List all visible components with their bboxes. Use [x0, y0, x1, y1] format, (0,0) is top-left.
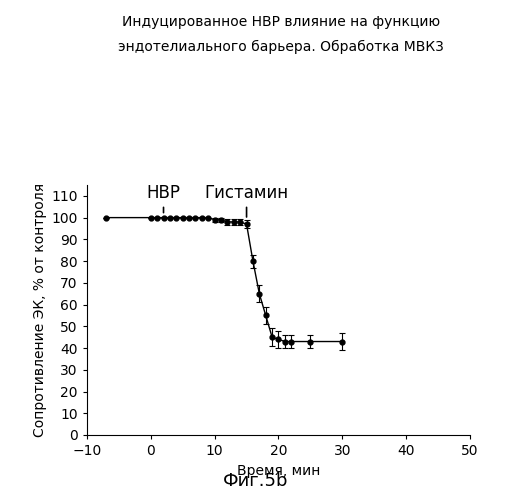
- Text: Гистамин: Гистамин: [204, 184, 289, 202]
- Text: эндотелиального барьера. Обработка МВК3: эндотелиального барьера. Обработка МВК3: [118, 40, 444, 54]
- Text: НВР: НВР: [147, 184, 180, 202]
- X-axis label: Время, мин: Время, мин: [237, 464, 320, 477]
- Y-axis label: Сопротивление ЭК, % от контроля: Сопротивление ЭК, % от контроля: [33, 183, 47, 437]
- Text: Индуцированное НВР влияние на функцию: Индуцированное НВР влияние на функцию: [122, 15, 440, 29]
- Text: Фиг.5b: Фиг.5b: [223, 472, 288, 490]
